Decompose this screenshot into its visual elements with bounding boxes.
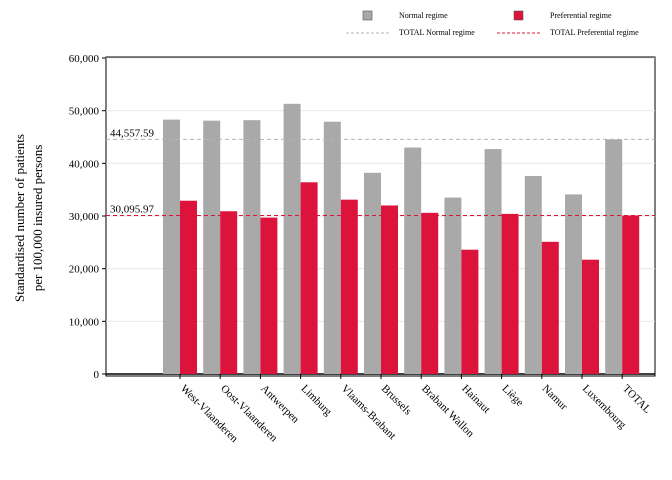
bar-normal xyxy=(524,175,542,374)
bar-normal xyxy=(163,119,180,375)
legend: Normal regime Preferential regime TOTAL … xyxy=(346,10,639,37)
bar-normal xyxy=(283,103,301,374)
y-axis-title-line1: Standardised number of patients xyxy=(12,134,27,302)
bar-preferential xyxy=(220,211,238,374)
x-tick-label: Liège xyxy=(499,383,525,409)
legend-label-normal: Normal regime xyxy=(399,11,448,20)
bar-preferential xyxy=(501,213,519,374)
legend-swatch-normal xyxy=(362,10,373,21)
legend-label-preferential: Preferential regime xyxy=(550,11,612,20)
x-tick-label: TOTAL xyxy=(620,383,653,416)
x-tick-label: Hainaut xyxy=(459,383,492,416)
y-tick-label: 50,000 xyxy=(69,106,100,118)
bar-preferential xyxy=(541,241,559,374)
reference-lines: 44,557.59 30,095.97 xyxy=(106,127,655,216)
y-axis-title-line2: per 100,000 insured persons xyxy=(30,145,45,292)
bar-preferential xyxy=(180,200,197,374)
x-axis: West-VlaanderenOost-VlaanderenAntwerpenL… xyxy=(178,374,653,445)
reference-label-total-normal: 44,557.59 xyxy=(110,127,155,139)
bar-preferential xyxy=(300,182,318,374)
legend-label-total-normal: TOTAL Normal regime xyxy=(399,28,475,37)
bar-preferential xyxy=(582,259,599,374)
bar-preferential xyxy=(622,215,640,374)
x-tick-label: Limburg xyxy=(298,383,334,419)
reference-label-total-preferential: 30,095.97 xyxy=(110,203,155,215)
x-tick-label: Brussels xyxy=(379,383,414,418)
bar-preferential xyxy=(421,212,439,374)
bar-normal xyxy=(203,120,221,374)
bar-normal xyxy=(404,147,422,374)
y-tick-label: 40,000 xyxy=(69,158,100,170)
bars xyxy=(163,103,640,375)
bar-normal xyxy=(323,121,341,374)
bar-normal xyxy=(364,172,381,374)
y-tick-label: 60,000 xyxy=(69,53,100,65)
legend-swatch-preferential xyxy=(513,10,524,21)
y-tick-label: 30,000 xyxy=(69,211,100,223)
x-tick-label: Namur xyxy=(540,383,570,413)
bar-preferential xyxy=(461,249,479,374)
bar-normal xyxy=(605,139,623,374)
bar-preferential xyxy=(340,199,358,374)
bar-normal xyxy=(243,120,261,374)
bar-preferential xyxy=(260,217,278,374)
y-tick-label: 0 xyxy=(94,369,100,381)
legend-label-total-preferential: TOTAL Preferential regime xyxy=(550,28,639,37)
y-tick-label: 10,000 xyxy=(69,316,100,328)
y-tick-label: 20,000 xyxy=(69,264,100,276)
bar-normal xyxy=(484,149,502,374)
bar-normal xyxy=(444,197,462,374)
bar-normal xyxy=(565,194,582,374)
bar-preferential xyxy=(381,205,398,374)
